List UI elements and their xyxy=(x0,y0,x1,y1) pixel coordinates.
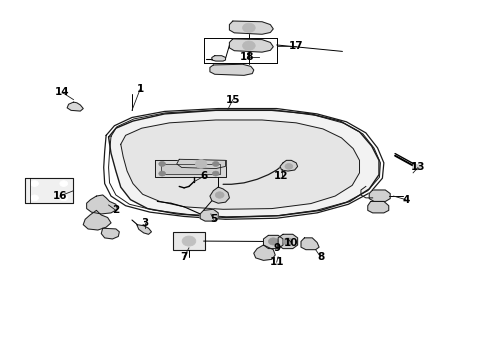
Text: 9: 9 xyxy=(273,243,280,253)
Circle shape xyxy=(215,192,224,198)
Circle shape xyxy=(283,238,293,245)
Polygon shape xyxy=(87,195,117,214)
Polygon shape xyxy=(101,228,119,239)
FancyBboxPatch shape xyxy=(173,232,204,250)
Text: 2: 2 xyxy=(112,205,120,215)
Circle shape xyxy=(159,171,166,176)
Text: 3: 3 xyxy=(142,218,149,228)
Text: 5: 5 xyxy=(210,214,217,224)
Polygon shape xyxy=(83,210,111,230)
Polygon shape xyxy=(368,202,389,213)
Polygon shape xyxy=(161,164,220,174)
Circle shape xyxy=(196,159,207,168)
Circle shape xyxy=(413,164,420,170)
Circle shape xyxy=(159,161,166,166)
Polygon shape xyxy=(25,178,74,203)
Text: 6: 6 xyxy=(200,171,207,181)
Text: 17: 17 xyxy=(289,41,303,51)
Polygon shape xyxy=(229,21,273,34)
Polygon shape xyxy=(212,56,225,61)
Circle shape xyxy=(60,181,68,186)
Circle shape xyxy=(212,161,219,166)
Text: 10: 10 xyxy=(284,238,298,248)
Polygon shape xyxy=(155,160,225,177)
Text: 4: 4 xyxy=(402,195,410,204)
Text: 8: 8 xyxy=(317,252,324,262)
Text: 13: 13 xyxy=(411,162,425,172)
Polygon shape xyxy=(254,245,275,260)
Polygon shape xyxy=(121,120,360,209)
Polygon shape xyxy=(264,235,283,249)
Text: 18: 18 xyxy=(240,52,255,62)
Polygon shape xyxy=(210,187,229,203)
Polygon shape xyxy=(278,234,297,249)
Polygon shape xyxy=(137,225,151,234)
Polygon shape xyxy=(177,159,225,168)
Polygon shape xyxy=(67,102,83,111)
Polygon shape xyxy=(200,209,218,221)
Circle shape xyxy=(243,41,255,50)
Circle shape xyxy=(285,163,293,169)
Polygon shape xyxy=(109,111,379,217)
Polygon shape xyxy=(280,160,297,171)
Text: 14: 14 xyxy=(55,87,70,98)
Text: 12: 12 xyxy=(274,171,289,181)
Circle shape xyxy=(269,238,278,245)
Polygon shape xyxy=(210,64,254,75)
Circle shape xyxy=(60,195,68,201)
Circle shape xyxy=(182,236,196,246)
Text: 1: 1 xyxy=(137,84,144,94)
Text: 16: 16 xyxy=(52,191,67,201)
Circle shape xyxy=(30,181,38,186)
Polygon shape xyxy=(369,190,390,202)
Circle shape xyxy=(212,171,219,176)
Circle shape xyxy=(243,23,255,32)
Circle shape xyxy=(30,195,38,201)
Polygon shape xyxy=(301,238,319,249)
Text: 15: 15 xyxy=(225,95,240,105)
Text: 11: 11 xyxy=(270,257,284,267)
Text: 7: 7 xyxy=(180,252,188,262)
Polygon shape xyxy=(229,39,273,52)
